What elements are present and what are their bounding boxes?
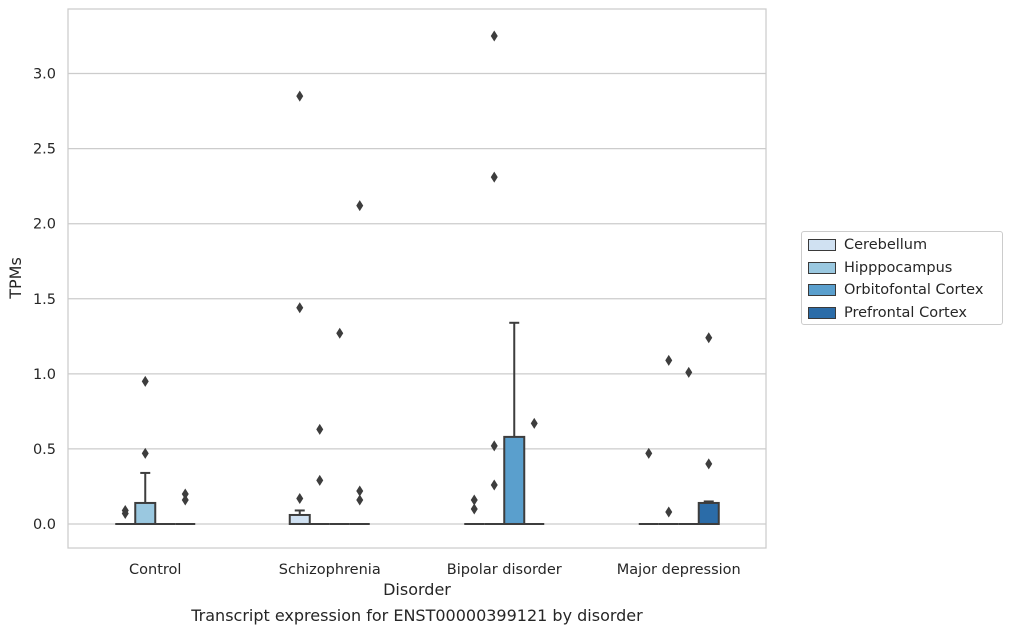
y-tick-label: 0.5 [33,442,56,458]
x-axis-label: Disorder [383,580,451,599]
outlier-point [665,354,673,366]
outlier-point [141,375,149,387]
legend-item-orbitofrontal-cortex: Orbitofontal Cortex [808,282,983,298]
outlier-point [470,494,478,506]
figure-caption: Transcript expression for ENST0000039912… [191,606,643,625]
legend-swatch-hippocampus [808,262,836,274]
outlier-point [530,417,538,429]
box-hipppocampus [134,471,157,525]
y-tick-label: 3.0 [33,67,56,83]
box-body [697,501,720,525]
y-tick-label: 0.0 [33,517,56,533]
outlier-point [336,327,344,339]
outlier-point [356,485,364,497]
outlier-points [121,30,713,519]
box-orbitofontal-cortex [503,321,526,525]
legend-item-hippocampus: Hipppocampus [808,260,952,276]
box-body [503,435,526,525]
x-tick-label: Control [129,562,181,578]
box-cerebellum [288,509,311,525]
outlier-point [705,332,713,344]
y-tick-label: 1.5 [33,292,56,308]
outlier-point [181,494,189,506]
outlier-point [121,504,129,516]
outlier-point [356,494,364,506]
outlier-point [665,506,673,518]
legend-item-cerebellum: Cerebellum [808,237,927,253]
outlier-point [296,302,304,314]
legend-label-orbitofrontal-cortex: Orbitofontal Cortex [844,282,984,298]
outlier-point [490,479,498,491]
box-plot-series [115,321,720,525]
box-prefrontal-cortex [697,500,720,525]
outlier-point [296,90,304,102]
outlier-point [490,440,498,452]
legend-label-cerebellum: Cerebellum [844,237,928,253]
outlier-point [181,488,189,500]
outlier-point [685,366,693,378]
legend-swatch-prefrontal-cortex [808,307,836,319]
outlier-point [470,503,478,515]
y-tick-label: 2.0 [33,217,56,233]
outlier-point [705,458,713,470]
y-axis-label: TPMs [6,257,25,300]
outlier-point [645,447,653,459]
box-body [134,501,157,525]
plot-frame [67,8,767,549]
box-body [288,513,311,525]
y-tick-label: 2.5 [33,142,56,158]
y-gridlines [68,72,766,525]
x-tick-label: Schizophrenia [279,562,381,578]
outlier-point [296,492,304,504]
y-tick-labels: 0.0 0.5 1.0 1.5 2.0 2.5 3.0 [33,67,56,533]
outlier-point [356,200,364,212]
outlier-point [490,171,498,183]
outlier-point [141,447,149,459]
legend-label-prefrontal-cortex: Prefrontal Cortex [844,305,967,321]
legend: Cerebellum Hipppocampus Orbitofontal Cor… [801,231,1003,325]
legend-swatch-cerebellum [808,239,836,251]
legend-item-prefrontal-cortex: Prefrontal Cortex [808,305,967,321]
x-tick-label: Major depression [617,562,741,578]
x-tick-labels: Control Schizophrenia Bipolar disorder Majo… [129,562,741,578]
legend-swatch-orbitofrontal-cortex [808,284,836,296]
legend-label-hippocampus: Hipppocampus [844,260,953,276]
outlier-point [490,30,498,42]
outlier-point [316,423,324,435]
outlier-point [316,474,324,486]
y-tick-label: 1.0 [33,367,56,383]
x-tick-label: Bipolar disorder [447,562,562,578]
